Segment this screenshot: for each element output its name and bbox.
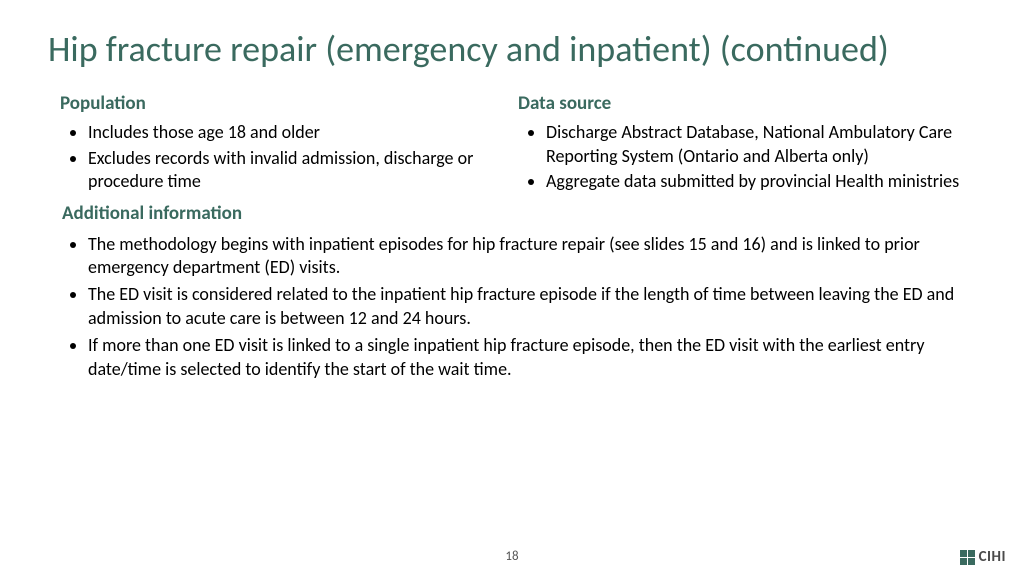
data-source-list: Discharge Abstract Database, National Am… — [518, 121, 976, 193]
list-item: The methodology begins with inpatient ep… — [88, 233, 976, 280]
data-source-section: Data source Discharge Abstract Database,… — [518, 92, 976, 195]
logo-text: CIHI — [979, 548, 1006, 566]
list-item: Includes those age 18 and older — [88, 121, 478, 144]
additional-info-list: The methodology begins with inpatient ep… — [62, 233, 976, 381]
slide-title: Hip fracture repair (emergency and inpat… — [48, 28, 976, 70]
additional-info-heading: Additional information — [62, 202, 976, 225]
population-heading: Population — [60, 92, 478, 115]
slide: Hip fracture repair (emergency and inpat… — [0, 0, 1024, 576]
list-item: If more than one ED visit is linked to a… — [88, 334, 976, 381]
population-section: Population Includes those age 18 and old… — [48, 92, 478, 195]
population-list: Includes those age 18 and older Excludes… — [60, 121, 478, 193]
list-item: Aggregate data submitted by provincial H… — [546, 170, 976, 193]
additional-info-section: Additional information The methodology b… — [48, 202, 976, 381]
page-number: 18 — [0, 549, 1024, 564]
list-item: Discharge Abstract Database, National Am… — [546, 121, 976, 168]
two-column-region: Population Includes those age 18 and old… — [48, 92, 976, 195]
logo-mark-icon — [960, 550, 975, 565]
cihi-logo: CIHI — [960, 548, 1006, 566]
list-item: The ED visit is considered related to th… — [88, 283, 976, 330]
list-item: Excludes records with invalid admission,… — [88, 147, 478, 194]
data-source-heading: Data source — [518, 92, 976, 115]
